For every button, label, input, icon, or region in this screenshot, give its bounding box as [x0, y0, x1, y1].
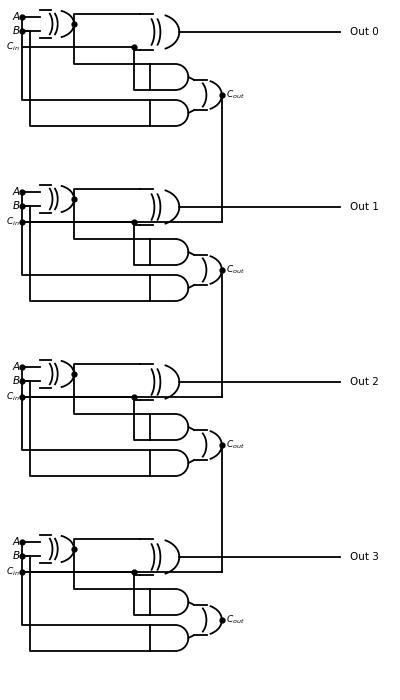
Text: $C_{in}$: $C_{in}$	[6, 391, 20, 403]
Text: $C_{out}$: $C_{out}$	[226, 614, 245, 626]
Text: $C_{out}$: $C_{out}$	[226, 439, 245, 452]
Text: A: A	[13, 187, 20, 197]
Text: A: A	[13, 537, 20, 547]
Text: Out 3: Out 3	[350, 552, 379, 562]
Text: A: A	[13, 362, 20, 372]
Text: $C_{in}$: $C_{in}$	[6, 216, 20, 228]
Text: B: B	[13, 376, 20, 386]
Text: $C_{in}$: $C_{in}$	[6, 566, 20, 578]
Text: Out 0: Out 0	[350, 27, 379, 37]
Text: B: B	[13, 201, 20, 211]
Text: Out 1: Out 1	[350, 202, 379, 212]
Text: B: B	[13, 26, 20, 36]
Text: $C_{out}$: $C_{out}$	[226, 264, 245, 276]
Text: A: A	[13, 12, 20, 22]
Text: B: B	[13, 551, 20, 561]
Text: Out 2: Out 2	[350, 377, 379, 387]
Text: $C_{out}$: $C_{out}$	[226, 89, 245, 102]
Text: $C_{in}$: $C_{in}$	[6, 41, 20, 53]
